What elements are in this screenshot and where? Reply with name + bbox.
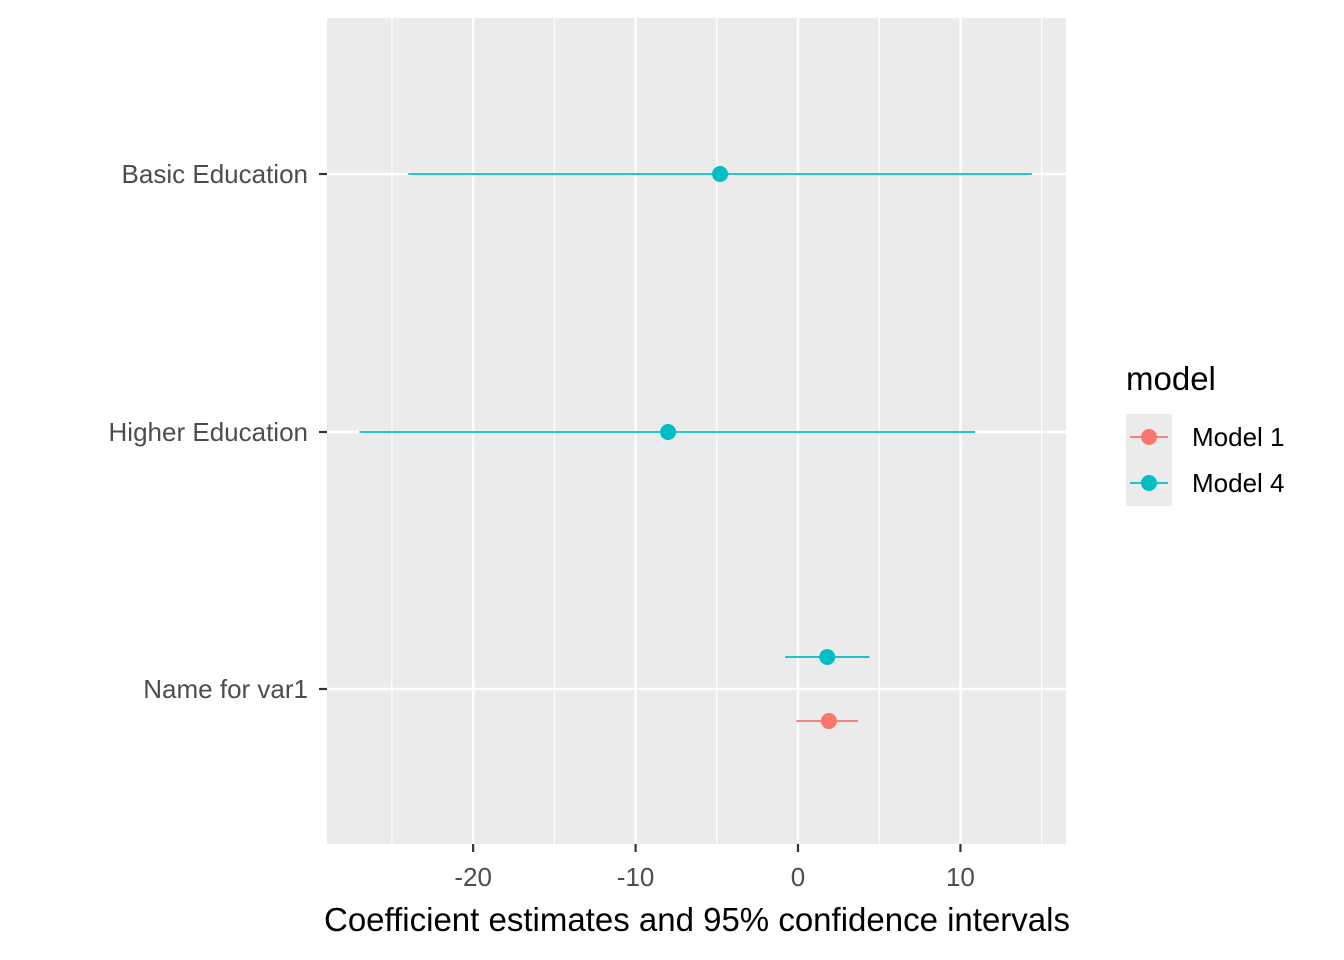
y-tick-label: Basic Education xyxy=(122,159,308,189)
y-tick-label: Name for var1 xyxy=(143,674,308,704)
estimate-point xyxy=(660,424,677,440)
x-tick-label: 0 xyxy=(791,862,805,892)
y-axis: Basic Education Higher Education Name for … xyxy=(109,159,327,704)
legend: model Model 1 Model 4 xyxy=(1126,360,1285,506)
legend-key-point xyxy=(1141,429,1157,445)
legend-key-point xyxy=(1141,475,1157,491)
x-axis: -20 -10 0 10 xyxy=(454,844,975,892)
legend-entry-label: Model 4 xyxy=(1192,468,1285,498)
legend-key-background xyxy=(1126,414,1172,506)
estimate-point xyxy=(820,713,837,729)
x-tick-label: -20 xyxy=(454,862,492,892)
estimate-point xyxy=(712,166,729,182)
y-tick-label: Higher Education xyxy=(109,417,308,447)
x-axis-title: Coefficient estimates and 95% confidence… xyxy=(324,901,1070,938)
x-tick-label: -10 xyxy=(617,862,655,892)
x-tick-label: 10 xyxy=(946,862,975,892)
data-marks xyxy=(359,166,1032,729)
estimate-point xyxy=(819,649,836,665)
legend-entry-label: Model 1 xyxy=(1192,422,1285,452)
legend-title: model xyxy=(1126,360,1216,397)
